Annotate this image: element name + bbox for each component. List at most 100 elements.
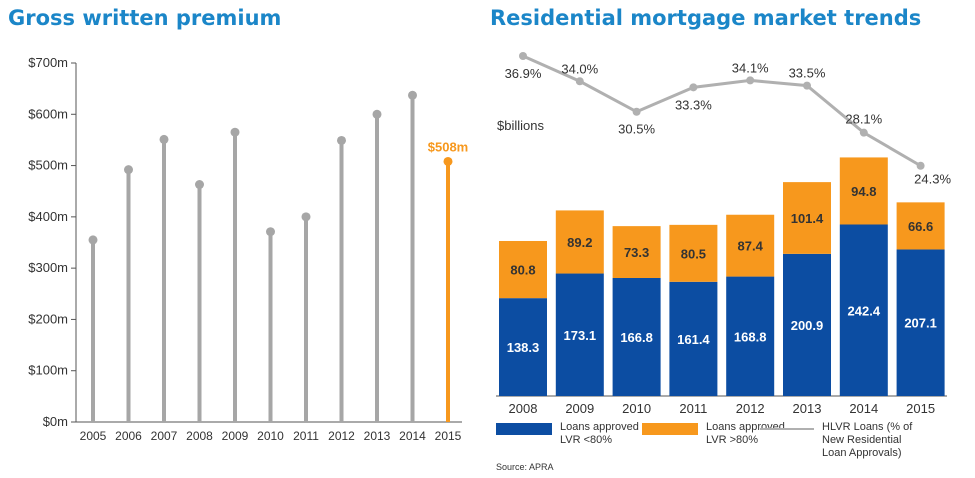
source-note: Source: APRA [496,462,554,472]
hlvr-value-label-2012: 34.1% [732,60,769,75]
gwp-chart-title: Gross written premium [8,6,282,30]
gwp-point-2012 [337,135,346,145]
lvr-under-80-bar-2015 [896,249,945,396]
lvr-over-80-value-2011: 80.5 [681,246,706,261]
hlvr-point-2008 [519,52,527,60]
gwp-point-2009 [230,127,240,137]
lvr-under-80-value-2011: 161.4 [677,332,710,347]
gwp-highlight-label: $508m [428,139,468,154]
lvr-under-80-value-2013: 200.9 [791,318,824,333]
hlvr-value-label-2014: 28.1% [845,112,882,127]
lvr-over-80-value-2015: 66.6 [908,219,933,234]
lvr-under-80-bar-2009 [555,273,604,396]
lvr-under-80-bar-2013 [783,253,831,396]
legend-hlvr-line3: Loan Approvals) [822,447,902,459]
gwp-point-2006 [124,165,133,175]
hlvr-point-2009 [575,77,584,86]
lvr-over-80-value-2013: 101.4 [791,211,824,226]
legend-hlvr: HLVR Loans (% of New Residential Loan Ap… [822,421,912,460]
gwp-point-2010 [266,227,275,237]
lvr-under-80-bar-2011 [669,281,718,396]
legend-lvr-over-80-line2: LVR >80% [706,434,759,446]
lvr-over-80-value-2008: 80.8 [510,263,535,278]
lvr-over-80-value-2014: 94.8 [851,184,876,199]
gwp-x-tick-label: 2015 [435,429,462,443]
hlvr-value-label-2010: 30.5% [618,122,655,137]
gwp-y-tick-label: $600m [28,106,68,121]
hlvr-point-2012 [746,76,755,85]
gwp-point-2014 [408,90,417,100]
hlvr-point-2013 [803,81,811,90]
unit-label: $billions [497,118,544,133]
lvr-over-80-bar-2012 [726,214,775,277]
mortgage-x-tick-label: 2015 [906,401,935,416]
lvr-under-80-bar-2010 [612,277,661,396]
gwp-y-tick-label: $0m [43,414,68,429]
legend-hlvr-line2: New Residential [822,434,902,446]
lvr-over-80-value-2012: 87.4 [738,239,764,254]
hlvr-value-label-2015: 24.3% [914,172,951,187]
gwp-y-tick-label: $400m [28,209,68,224]
gwp-y-tick-label: $300m [28,260,68,275]
gwp-point-2008 [195,180,204,190]
gwp-point-2015 [443,156,453,166]
gwp-x-tick-label: 2006 [115,429,142,443]
lvr-under-80-value-2010: 166.8 [620,330,653,345]
hlvr-point-2015 [916,161,925,170]
lvr-over-80-bar-2015 [896,202,945,250]
mortgage-x-tick-label: 2010 [622,401,651,416]
legend-swatch-lvr-over-80 [642,423,698,435]
gwp-x-tick-label: 2008 [186,429,213,443]
lvr-under-80-bar-2008 [499,298,547,396]
gwp-x-tick-label: 2007 [151,429,178,443]
mortgage-x-tick-label: 2011 [679,401,707,416]
legend-swatch-hlvr-line [760,428,814,430]
gwp-point-2005 [88,235,98,245]
lvr-over-80-bar-2011 [669,224,718,282]
legend-hlvr-line1: HLVR Loans (% of [822,421,913,433]
mortgage-chart-title: Residential mortgage market trends [490,6,922,30]
gwp-x-tick-label: 2012 [328,429,355,443]
gwp-y-tick-label: $700m [28,55,68,70]
hlvr-point-2011 [689,83,698,92]
lvr-over-80-value-2010: 73.3 [624,245,649,260]
legend-lvr-under-80-line2: LVR <80% [560,434,613,446]
gwp-x-tick-label: 2005 [80,429,107,443]
mortgage-x-tick-label: 2009 [565,401,594,416]
lvr-under-80-value-2015: 207.1 [904,316,937,331]
gwp-point-2011 [301,212,311,222]
lvr-over-80-bar-2013 [783,182,831,254]
hlvr-point-2010 [632,107,641,116]
lvr-under-80-value-2014: 242.4 [848,303,881,318]
hlvr-value-label-2013: 33.5% [789,66,826,81]
gwp-point-2007 [159,134,169,144]
hlvr-value-label-2009: 34.0% [561,61,598,76]
gwp-y-tick-label: $500m [28,158,68,173]
mortgage-x-tick-label: 2012 [736,401,765,416]
gwp-x-tick-label: 2013 [364,429,391,443]
mortgage-x-tick-label: 2008 [509,401,538,416]
lvr-over-80-bar-2010 [612,226,661,278]
legend-lvr-over-80: Loans approved LVR >80% [706,421,785,447]
gwp-x-tick-label: 2011 [293,429,319,443]
lvr-under-80-value-2008: 138.3 [507,340,540,355]
gwp-x-tick-label: 2009 [222,429,249,443]
lvr-over-80-bar-2014 [839,157,888,225]
lvr-under-80-bar-2012 [726,276,775,396]
gwp-x-tick-label: 2014 [399,429,426,443]
lvr-over-80-bar-2008 [499,240,547,299]
hlvr-line [522,54,922,168]
mortgage-x-tick-label: 2013 [793,401,822,416]
hlvr-point-2014 [859,128,868,137]
gwp-point-2013 [372,109,382,119]
hlvr-value-label-2008: 36.9% [505,66,542,81]
gwp-y-tick-label: $100m [28,363,68,378]
lvr-under-80-bar-2014 [839,224,888,396]
hlvr-value-label-2011: 33.3% [675,97,712,112]
lvr-over-80-value-2009: 89.2 [567,235,592,250]
mortgage-x-tick-label: 2014 [849,401,878,416]
lvr-under-80-value-2012: 168.8 [734,329,767,344]
legend-lvr-over-80-line1: Loans approved [706,421,785,433]
lvr-over-80-bar-2009 [555,210,604,274]
